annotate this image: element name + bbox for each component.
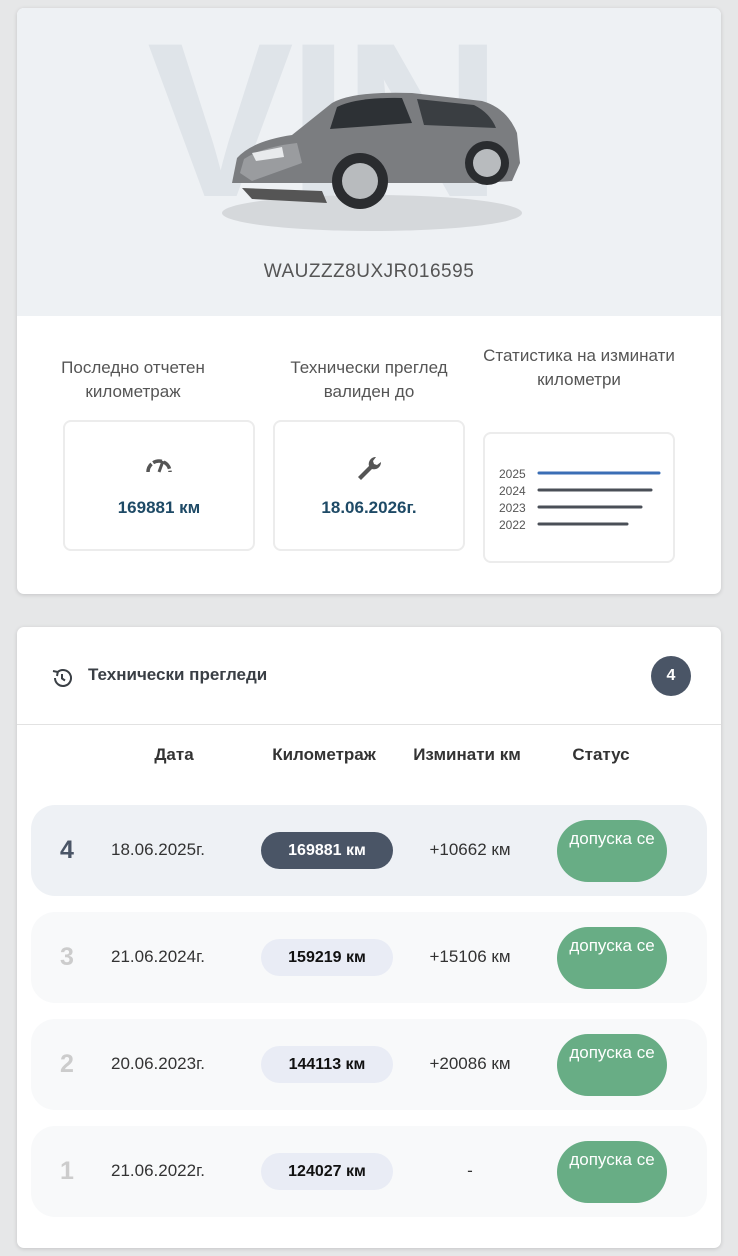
row-index: 4 xyxy=(60,836,74,864)
row-index: 2 xyxy=(60,1050,74,1078)
history-icon xyxy=(52,669,72,687)
row-date: 21.06.2024г. xyxy=(111,947,205,966)
column-header-km: Километраж xyxy=(272,745,376,764)
mileage-value: 169881 км xyxy=(117,498,201,517)
inspections-card: Технически прегледи 4 Дата Километраж Из… xyxy=(17,627,721,1248)
status-badge: допуска се xyxy=(557,1034,667,1096)
table-row[interactable]: 3 21.06.2024г. 159219 км +15106 км допус… xyxy=(31,912,707,1003)
mileage-box: 169881 км xyxy=(63,420,255,551)
row-date: 18.06.2025г. xyxy=(111,840,205,859)
inspection-box: 18.06.2026г. xyxy=(273,420,465,551)
table-row[interactable]: 4 18.06.2025г. 169881 км +10662 км допус… xyxy=(31,805,707,896)
row-diff: +15106 км xyxy=(429,947,511,966)
inspection-valid-label: Технически преглед валиден до xyxy=(290,358,448,401)
row-index: 1 xyxy=(60,1157,74,1185)
status-badge: допуска се xyxy=(557,1141,667,1203)
column-header-status: Статус xyxy=(572,745,630,764)
year-label: 2025 xyxy=(499,467,526,481)
table-row[interactable]: 2 20.06.2023г. 144113 км +20086 км допус… xyxy=(31,1019,707,1110)
inspections-count-badge: 4 xyxy=(651,656,691,696)
mileage-label: Последно отчетен километраж xyxy=(61,358,205,401)
year-label: 2023 xyxy=(499,501,526,515)
table-row[interactable]: 1 21.06.2022г. 124027 км - допуска се xyxy=(31,1126,707,1217)
inspections-header: Технически прегледи 4 xyxy=(17,627,721,725)
status-badge: допуска се xyxy=(557,927,667,989)
inspections-title: Технически прегледи xyxy=(88,665,268,684)
row-diff: - xyxy=(467,1161,473,1180)
row-km: 159219 км xyxy=(261,939,393,976)
mileage-stats-chart-button[interactable]: 2025 2024 2023 2022 xyxy=(483,432,675,563)
year-label: 2022 xyxy=(499,518,526,532)
row-km: 144113 км xyxy=(261,1046,393,1083)
row-diff: +20086 км xyxy=(429,1054,511,1073)
row-index: 3 xyxy=(60,943,74,971)
year-label: 2024 xyxy=(499,484,526,498)
wrench-icon xyxy=(275,454,463,489)
row-km: 124027 км xyxy=(261,1153,393,1190)
speedometer-icon xyxy=(65,454,253,481)
row-date: 20.06.2023г. xyxy=(111,1054,205,1073)
row-km: 169881 км xyxy=(261,832,393,869)
vin-number: WAUZZZ8UXJR016595 xyxy=(263,261,475,282)
status-badge: допуска се xyxy=(557,820,667,882)
vehicle-hero: VIN WAUZZZ8UXJR016595 xyxy=(17,8,721,316)
car-image xyxy=(222,92,522,231)
inspection-valid-value: 18.06.2026г. xyxy=(321,498,417,517)
vehicle-card: VIN WAUZZZ8UXJR016595 Последно отчетен к… xyxy=(17,8,721,594)
row-diff: +10662 км xyxy=(429,840,511,859)
mini-chart: 2025 2024 2023 2022 xyxy=(499,467,661,532)
stats-label: Статистика на изминати километри xyxy=(483,346,675,389)
row-date: 21.06.2022г. xyxy=(111,1161,205,1180)
column-header-diff: Изминати км xyxy=(413,745,521,764)
column-header-date: Дата xyxy=(154,745,194,764)
